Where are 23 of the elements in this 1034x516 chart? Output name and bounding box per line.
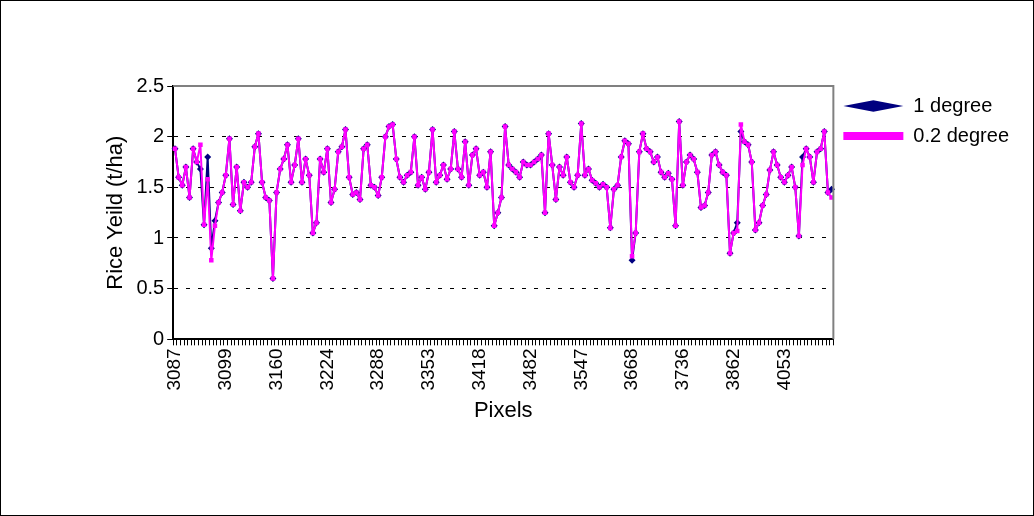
legend-label: 0.2 degree [913,123,1010,146]
x-tick-label: 3099 [214,348,236,391]
x-axis-title: Pixels [473,396,533,422]
x-tick-label: 3668 [620,348,642,391]
y-tick-label: 2.5 [136,73,165,96]
x-tick-label: 3087 [163,348,185,391]
x-tick-label: 3160 [264,348,286,391]
y-tick-label: 0.5 [136,276,165,299]
x-tick-label: 3482 [518,348,540,391]
y-tick-label: 1 [153,225,165,248]
legend-label: 1 degree [913,93,993,116]
x-tick-label: 3353 [417,348,439,391]
y-tick-label: 1.5 [136,174,165,197]
y-tick-label: 0 [153,326,165,349]
x-tick-label: 3736 [671,348,693,391]
y-tick-label: 2 [153,124,165,147]
x-tick-label: 3224 [315,347,337,391]
x-tick-label: 3547 [569,348,591,391]
x-tick-label: 3418 [467,348,489,391]
y-axis-title: Rice Yeild (t/ha) [102,135,128,290]
x-tick-label: 4053 [772,348,794,391]
x-tick-label: 3862 [721,348,743,391]
x-tick-label: 3288 [366,348,388,391]
